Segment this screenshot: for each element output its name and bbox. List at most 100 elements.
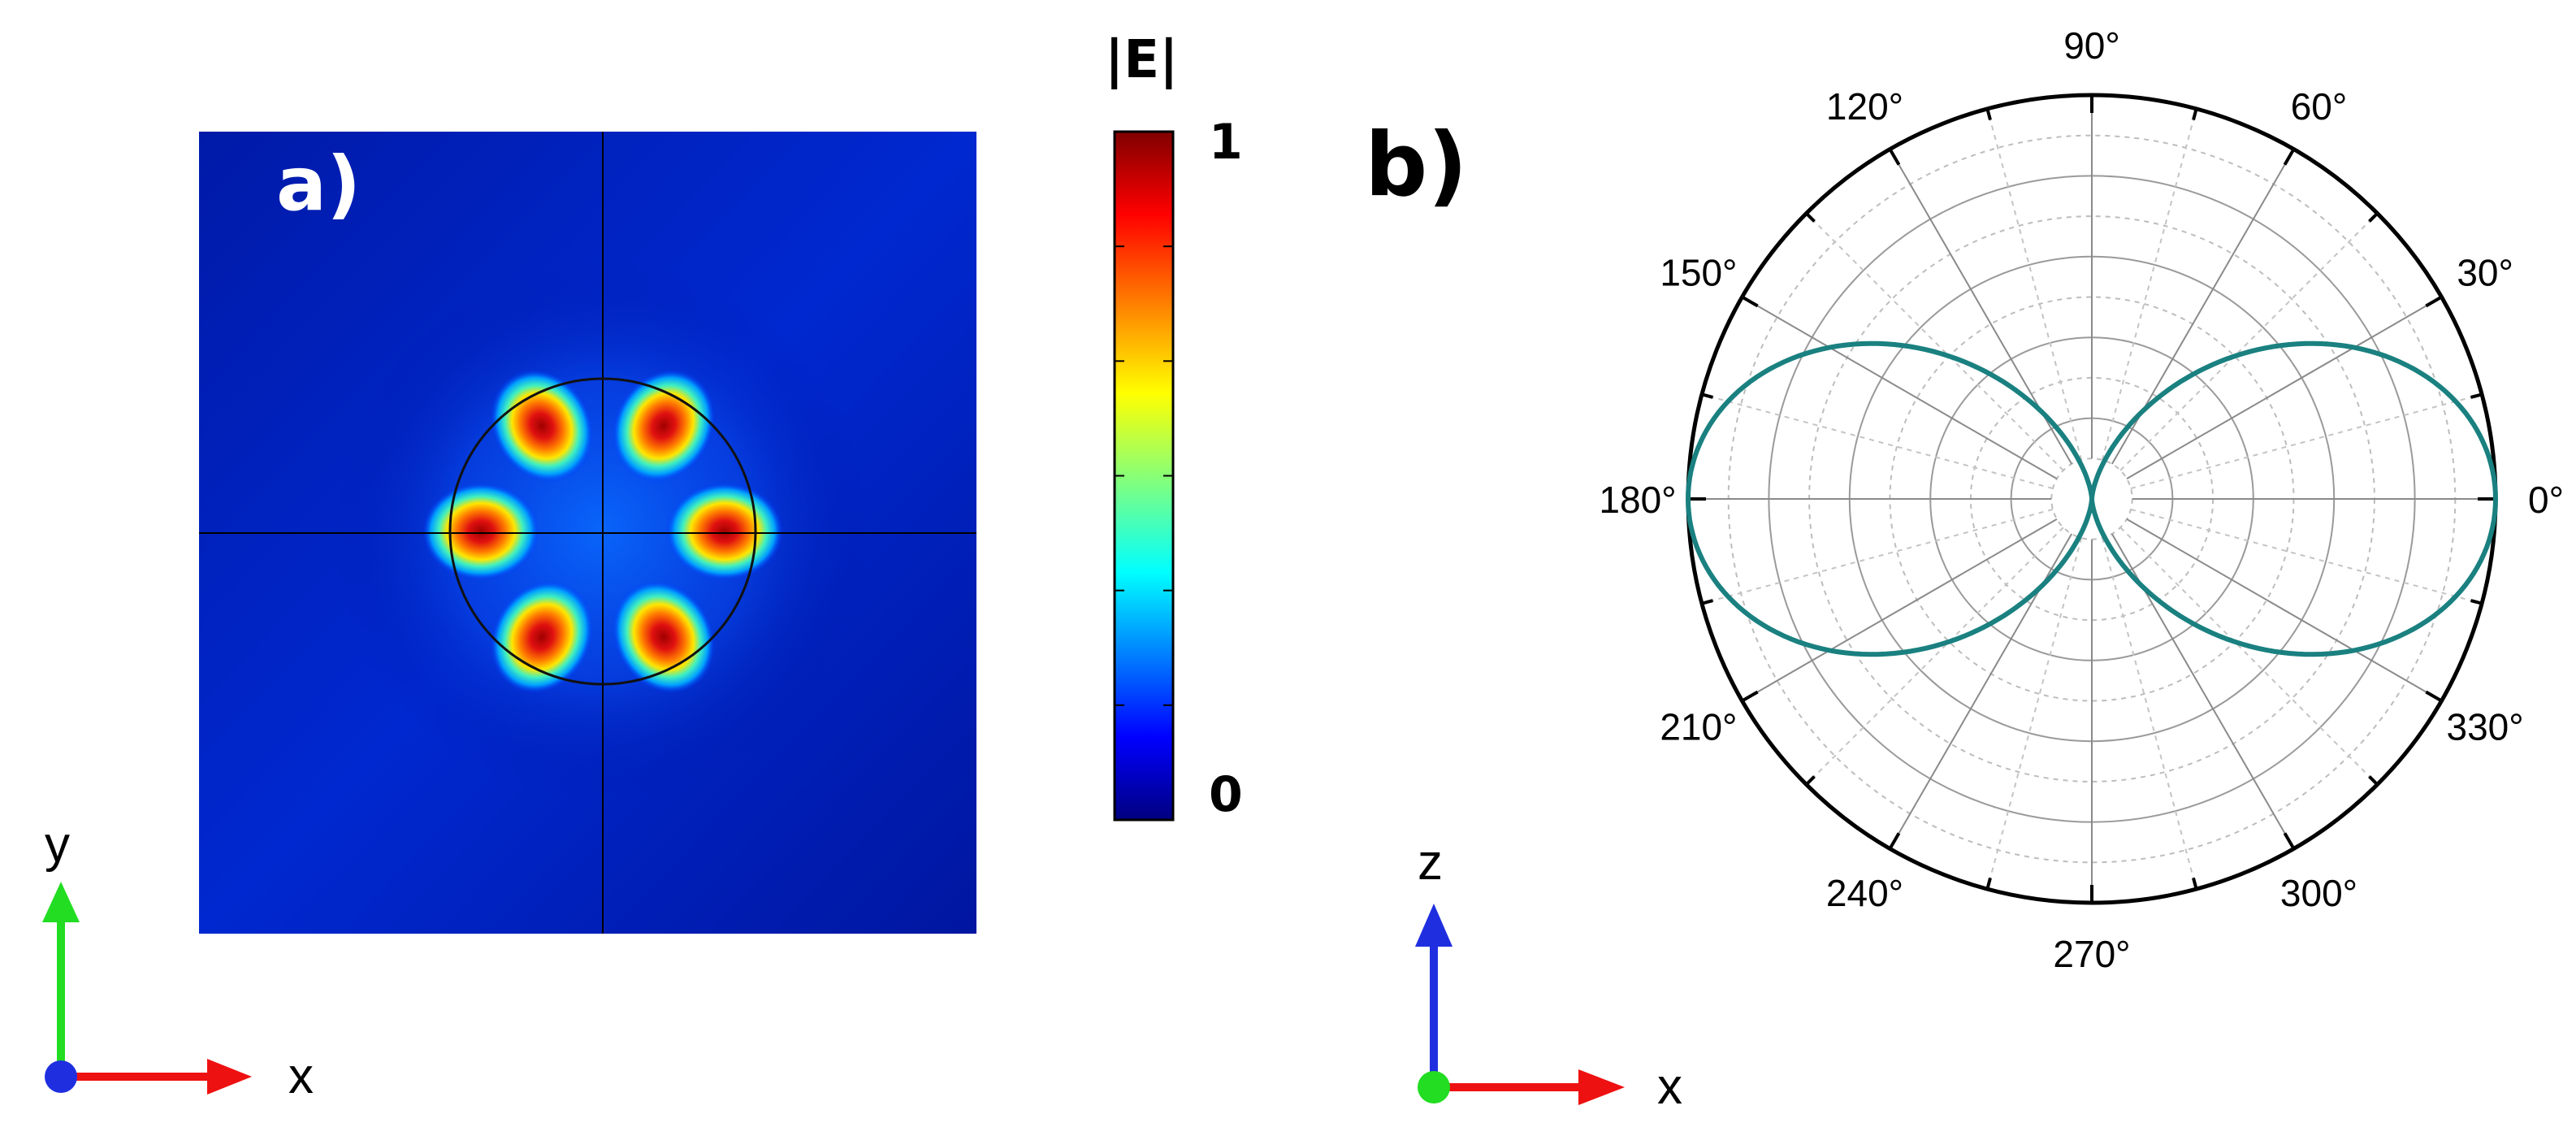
pattern-data-point: [1725, 399, 1730, 404]
polar-tick: [2425, 690, 2443, 703]
pattern-data-point: [2453, 594, 2458, 599]
field-glow: [333, 262, 869, 798]
z-axis-label: z: [1418, 835, 1443, 891]
polar-angle-label: 150°: [1660, 252, 1737, 294]
polar-tick: [1701, 599, 1713, 605]
pattern-data-point: [2352, 648, 2357, 653]
polar-angle-gridline: [1701, 393, 2054, 490]
origin-dot-a: [45, 1060, 77, 1093]
polar-tick: [2425, 295, 2443, 308]
polar-angle-gridline: [2130, 393, 2483, 490]
polar-angle-gridline: [2130, 508, 2483, 605]
field-lobe: [490, 369, 594, 483]
colorbar-max-label: 1: [1209, 114, 1243, 171]
polar-tick: [2283, 148, 2296, 166]
polar-angle-gridline: [2126, 518, 2442, 702]
polar-angle-ticks: [1688, 95, 2496, 903]
axis-triad-a: y x: [42, 817, 314, 1104]
polar-tick: [1985, 878, 1992, 890]
polar-angle-gridline: [2119, 527, 2379, 786]
polar-angle-label: 90°: [2063, 24, 2120, 67]
polar-angle-gridline: [1986, 537, 2083, 890]
field-lobe: [666, 483, 783, 580]
pattern-data-point: [1946, 640, 1951, 644]
boundary-circle: [448, 377, 757, 686]
pattern-data-point: [1686, 496, 1691, 501]
pattern-data-point: [1725, 594, 1730, 599]
polar-tick: [1741, 690, 1759, 703]
polar-angle-label: 60°: [2291, 85, 2348, 128]
polar-tick: [1805, 775, 1816, 786]
origin-dot-b: [1418, 1071, 1450, 1103]
polar-angle-gridline: [1701, 508, 2054, 605]
pattern-data-point: [2039, 584, 2044, 589]
z-axis-arrowhead: [1415, 904, 1453, 947]
polar-tick: [1701, 392, 1713, 399]
colorbar: |E| 1 0: [1105, 30, 1243, 823]
pattern-data-point: [2097, 470, 2102, 475]
polar-angle-label: 30°: [2457, 252, 2513, 294]
field-map: [199, 132, 976, 934]
polar-tick: [1985, 108, 1992, 120]
polar-angle-labels: 0° 30° 60° 90° 120° 150° 180° 210° 240° 270° 300° 3…: [1599, 24, 2564, 975]
pattern-data-point: [1946, 353, 1951, 358]
polar-tick: [2192, 878, 2198, 890]
polar-angle-label: 240°: [1826, 872, 1903, 914]
polar-angle-label: 300°: [2280, 872, 2357, 914]
polar-angle-label: 180°: [1599, 479, 1676, 521]
polar-angle-label: 270°: [2053, 933, 2130, 975]
pattern-data-point: [2453, 399, 2458, 404]
polar-angle-label: 210°: [1660, 706, 1737, 748]
y-axis-arrowhead: [42, 882, 80, 922]
pattern-data-point: [1827, 648, 1832, 653]
polar-tick: [2368, 775, 2379, 786]
pattern-data-point: [2039, 409, 2044, 414]
polar-angle-gridline: [1742, 518, 2058, 702]
polar-tick: [2470, 392, 2483, 399]
polar-angle-gridline: [2119, 212, 2379, 471]
field-lobe: [612, 580, 716, 694]
polar-angle-label: 330°: [2447, 706, 2524, 748]
polar-tick: [1805, 212, 1816, 223]
pattern-data-point: [2140, 409, 2145, 414]
pattern-data-point: [2232, 640, 2237, 644]
polar-tick: [2368, 212, 2379, 223]
pattern-data-point: [2082, 470, 2087, 475]
polar-angle-gridline: [1742, 296, 2058, 480]
pattern-data-point: [2082, 522, 2087, 527]
pattern-data-point: [2089, 496, 2094, 501]
pattern-data-point: [2493, 496, 2498, 501]
axis-triad-b: z x: [1415, 835, 1682, 1115]
polar-tick: [2192, 108, 2198, 120]
pattern-data-point: [2140, 584, 2145, 589]
pattern-data-point: [2352, 345, 2357, 350]
x-axis-label-a: x: [288, 1048, 314, 1104]
colorbar-ticks: [1115, 245, 1173, 706]
colorbar-title: |E|: [1105, 30, 1178, 90]
pattern-data-point: [1827, 345, 1832, 350]
y-axis-label: y: [45, 817, 70, 873]
colorbar-min-label: 0: [1209, 766, 1243, 823]
polar-tick: [1888, 148, 1901, 166]
polar-angle-label: 0°: [2528, 479, 2564, 521]
polar-angle-gridline: [2101, 537, 2197, 890]
pattern-data-point: [2097, 522, 2102, 527]
polar-angle-gridline: [1986, 108, 2083, 461]
field-lobe: [612, 369, 716, 483]
polar-angle-gridline: [1805, 212, 2064, 471]
pattern-data-point: [2232, 353, 2237, 358]
polar-angle-gridline: [2101, 108, 2197, 461]
panel-b-label: b): [1365, 115, 1468, 216]
polar-tick: [2283, 832, 2296, 850]
polar-angle-gridline: [1805, 527, 2064, 786]
x-axis-arrowhead: [207, 1059, 252, 1095]
polar-tick: [2470, 599, 2483, 605]
field-lobe: [422, 483, 539, 580]
polar-tick: [1741, 295, 1759, 308]
x-axis-label-b: x: [1657, 1059, 1682, 1115]
polar-angle-label: 120°: [1826, 85, 1903, 128]
panel-a-label: a): [276, 141, 361, 228]
polar-plot: 0° 30° 60° 90° 120° 150° 180° 210° 240° 270° 300° 3…: [1599, 24, 2564, 975]
polar-angle-gridline: [2126, 296, 2442, 480]
